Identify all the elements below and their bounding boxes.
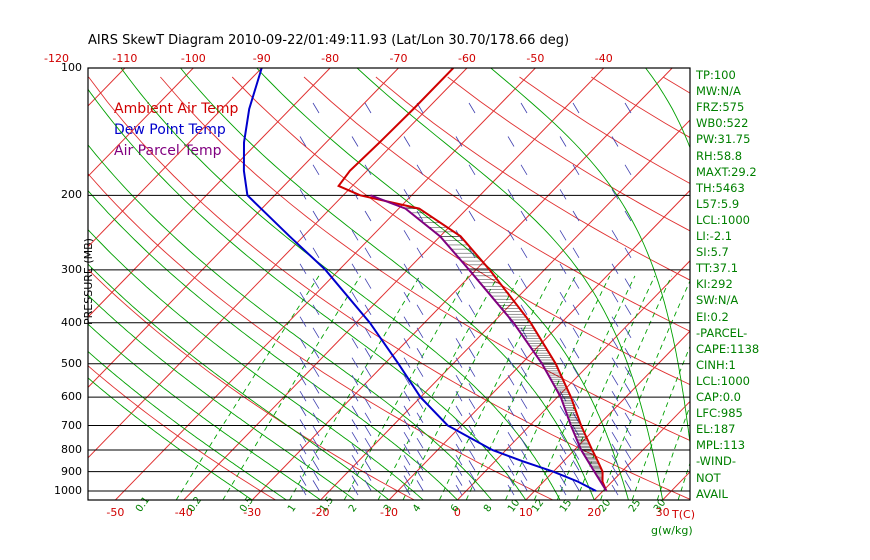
mixing-ratio-tick: 25 [627, 497, 644, 515]
stat-item: PW:31.75 [696, 132, 751, 147]
stat-item: NOT [696, 470, 721, 485]
stat-item: SW:N/A [696, 293, 739, 308]
mixing-ratio-tick: 1 [286, 502, 299, 515]
top-axis-tick: -70 [389, 52, 408, 65]
pressure-tick: 1000 [54, 484, 82, 498]
top-axis-tick: -40 [594, 52, 613, 65]
bottom-axis-tick: -30 [243, 506, 262, 519]
bottom-axis-tick: 30 [655, 506, 670, 519]
y-axis-title: PRESSURE (MB) [82, 238, 95, 325]
stat-item: -PARCEL- [696, 325, 748, 340]
stat-item: CAP:0.0 [696, 390, 741, 404]
stat-item: WB0:522 [696, 116, 749, 131]
stat-item: AVAIL [696, 486, 728, 501]
stat-item: EL:187 [696, 422, 736, 437]
stat-item: TT:37.1 [696, 261, 739, 276]
page-title: AIRS SkewT Diagram 2010-09-22/01:49:11.9… [88, 33, 570, 48]
bottom-axis-tick: 20 [587, 506, 602, 519]
bottom-axis-tick: -50 [106, 506, 125, 519]
stat-item: L57:5.9 [696, 196, 740, 211]
legend-dewpoint: Dew Point Temp [114, 122, 226, 138]
stat-item: CAPE:1138 [696, 341, 760, 356]
stat-item: LCL:1000 [696, 373, 750, 388]
pressure-tick: 900 [61, 464, 82, 478]
legend-parcel: Air Parcel Temp [114, 143, 222, 159]
pressure-tick: 600 [61, 390, 82, 404]
pressure-tick: 700 [61, 418, 82, 432]
stat-item: LFC:985 [696, 406, 743, 421]
stat-item: MAXT:29.2 [696, 164, 757, 179]
stat-item: TP:100 [696, 68, 736, 82]
stat-item: RH:58.8 [696, 148, 743, 163]
pressure-tick: 400 [61, 315, 82, 329]
top-axis-tick: -50 [526, 52, 545, 65]
top-axis-tick: -60 [457, 52, 476, 65]
pressure-tick: 100 [61, 61, 82, 74]
top-axis-tick: -120 [44, 52, 69, 65]
stat-item: MPL:113 [696, 438, 746, 453]
mixing-ratio-tick: 15 [558, 497, 575, 515]
mixing-ratio-axis-title: g(w/kg) [651, 524, 693, 537]
x-axis-title: T(C) [672, 508, 695, 521]
mixing-ratio-tick: 4 [411, 502, 424, 515]
bottom-axis-tick: -40 [174, 506, 193, 519]
stat-item: CINH:1 [696, 357, 736, 372]
pressure-tick: 300 [61, 262, 82, 276]
stat-item: SI:5.7 [696, 245, 729, 260]
top-axis-tick: -110 [112, 52, 138, 65]
stat-item: EI:0.2 [696, 309, 729, 324]
stat-item: LI:-2.1 [696, 229, 733, 243]
stat-item: -WIND- [696, 454, 737, 469]
stat-item: LCL:1000 [696, 212, 750, 227]
top-axis-tick: -90 [252, 52, 271, 65]
bottom-axis-tick: -10 [380, 506, 398, 519]
pressure-tick: 500 [61, 356, 82, 370]
legend-ambient: Ambient Air Temp [114, 101, 239, 117]
pressure-tick: 800 [61, 443, 82, 457]
bottom-axis-tick: 0 [453, 506, 461, 519]
mixing-ratio-tick: 2 [347, 502, 360, 515]
stat-item: FRZ:575 [696, 100, 745, 115]
mixing-ratio-tick: 8 [482, 502, 495, 515]
stat-item: KI:292 [696, 277, 733, 292]
pressure-tick: 200 [61, 188, 82, 202]
stat-item: MW:N/A [696, 84, 741, 99]
bottom-axis-tick: -20 [311, 506, 330, 519]
stat-item: TH:5463 [696, 180, 745, 195]
bottom-axis-tick: 10 [518, 506, 533, 519]
mixing-ratio-tick: 0.1 [134, 494, 153, 515]
top-axis-tick: -100 [180, 52, 206, 65]
top-axis-tick: -80 [321, 52, 340, 65]
